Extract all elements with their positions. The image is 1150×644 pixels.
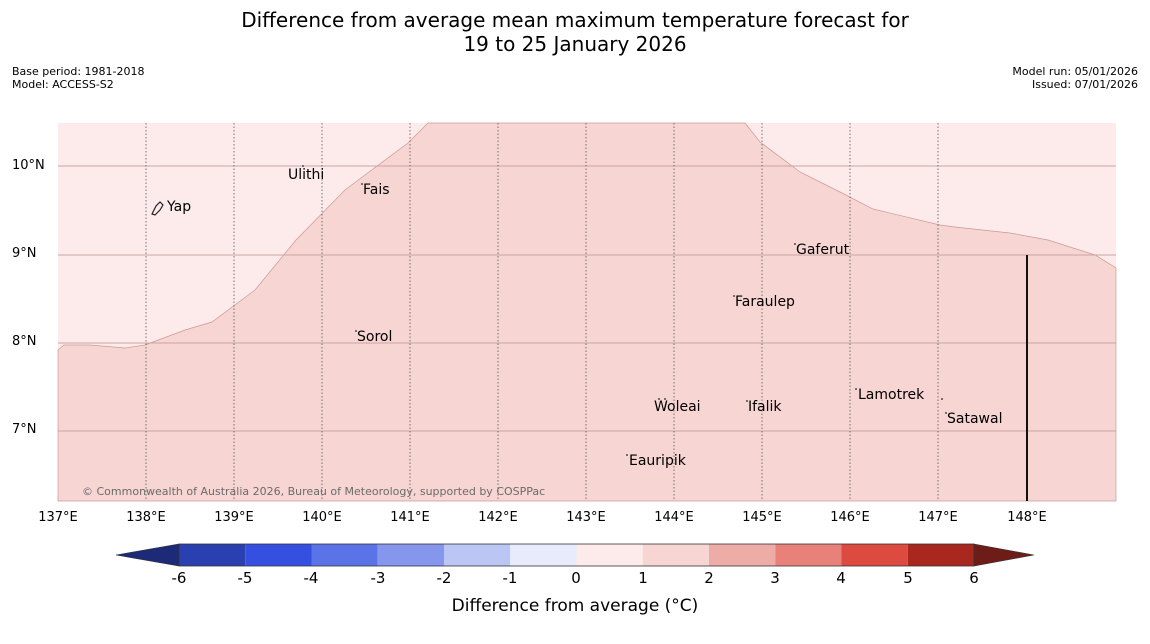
lon-label-145e: 145°E (742, 510, 782, 525)
place-label-woleai: Woleai (654, 399, 701, 415)
place-label-lamotrek: Lamotrek (858, 387, 925, 403)
colorbar-outline (178, 543, 975, 567)
colorbar-bin-neg3-neg2 (377, 544, 444, 566)
lon-label-147e: 147°E (918, 510, 958, 525)
sorol-marker (355, 330, 357, 332)
map-title: Difference from average mean maximum tem… (0, 8, 1150, 56)
title-line-1: Difference from average mean maximum tem… (241, 8, 909, 32)
lon-label-148e: 148°E (1007, 510, 1047, 525)
lon-label-138e: 138°E (126, 510, 166, 525)
lat-label-9n: 9°N (12, 246, 37, 261)
colorbar-bin-4-5 (841, 544, 908, 566)
lat-label-8n: 8°N (12, 334, 37, 349)
colorbar-tick-neg2: -2 (436, 569, 452, 587)
woleai-marker-1 (658, 398, 660, 400)
place-label-sorol: Sorol (357, 329, 393, 345)
gaferut-marker (794, 243, 796, 245)
colorbar-tick-neg6: -6 (171, 569, 187, 587)
model-text: Model: ACCESS-S2 (12, 78, 114, 91)
lat-label-7n: 7°N (12, 422, 37, 437)
colorbar-tick-3: 3 (770, 569, 780, 587)
fais-marker (361, 183, 363, 185)
eauripik-marker (626, 454, 628, 456)
base-period-text: Base period: 1981-2018 (12, 65, 145, 78)
lon-label-142e: 142°E (478, 510, 518, 525)
colorbar-bin-neg6-neg5 (179, 544, 246, 566)
colorbar-tick-6: 6 (969, 569, 979, 587)
colorbar-bin-neg5-neg4 (245, 544, 312, 566)
lon-label-141e: 141°E (390, 510, 430, 525)
place-label-satawal: Satawal (947, 411, 1003, 427)
place-label-eauripik: Eauripik (629, 453, 686, 469)
lon-label-137e: 137°E (38, 510, 78, 525)
colorbar-bin-neg2-neg1 (444, 544, 511, 566)
ulithi-marker (302, 165, 304, 167)
colorbar-bin-1-2 (642, 544, 709, 566)
metadata-right: Model run: 05/01/2026 Issued: 07/01/2026 (1012, 65, 1138, 91)
lon-label-144e: 144°E (654, 510, 694, 525)
colorbar-tick-5: 5 (903, 569, 913, 587)
colorbar-tick-neg3: -3 (370, 569, 386, 587)
satawal-marker (945, 412, 947, 414)
faraulep-marker (733, 295, 735, 297)
copyright-credit: © Commonwealth of Australia 2026, Bureau… (82, 485, 546, 498)
colorbar-title: Difference from average (°C) (451, 596, 699, 616)
colorbar-tick-4: 4 (836, 569, 846, 587)
colorbar-bin-5-6 (907, 544, 974, 566)
place-label-faraulep: Faraulep (735, 294, 795, 310)
colorbar-under-arrow (115, 543, 180, 567)
longitude-gridlines (145, 123, 939, 501)
lamotrek-marker (855, 388, 857, 390)
place-label-gaferut: Gaferut (796, 242, 850, 258)
colorbar-bin-neg1-0 (510, 544, 577, 566)
metadata-left: Base period: 1981-2018 Model: ACCESS-S2 (12, 65, 144, 91)
woleai-marker-2 (664, 398, 666, 400)
pikelot-marker (941, 398, 943, 400)
place-label-ifalik: Ifalik (748, 399, 782, 415)
colorbar-tick-neg4: -4 (303, 569, 319, 587)
island-markers (151, 165, 947, 456)
lon-label-143e: 143°E (566, 510, 606, 525)
ifalik-marker (746, 400, 748, 402)
colorbar-bin-0-1 (576, 544, 643, 566)
yap-island-shape (151, 201, 164, 216)
colorbar-bin-neg4-neg3 (311, 544, 378, 566)
colorbar-tick-neg1: -1 (502, 569, 518, 587)
place-label-ulithi: Ulithi (288, 167, 325, 183)
title-line-2: 19 to 25 January 2026 (463, 32, 687, 56)
lon-label-139e: 139°E (214, 510, 254, 525)
issued-text: Issued: 07/01/2026 (1031, 78, 1138, 91)
colorbar-tick-neg5: -5 (237, 569, 253, 587)
colorbar-bin-3-4 (775, 544, 842, 566)
band-1-to-2-fill (57, 122, 1117, 502)
place-label-fais: Fais (363, 182, 390, 198)
lon-label-146e: 146°E (830, 510, 870, 525)
place-label-yap: Yap (167, 199, 192, 215)
lon-label-140e: 140°E (302, 510, 342, 525)
colorbar-tick-0: 0 (571, 569, 581, 587)
colorbar-tick-2: 2 (704, 569, 714, 587)
lat-label-10n: 10°N (12, 158, 45, 173)
colorbar-tick-1: 1 (638, 569, 648, 587)
colorbar-over-arrow (973, 543, 1035, 567)
colorbar-bin-2-3 (709, 544, 776, 566)
model-run-text: Model run: 05/01/2026 (1012, 65, 1138, 78)
